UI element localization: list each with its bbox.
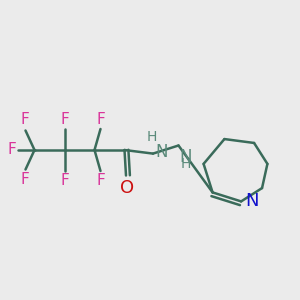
Text: N: N [246, 192, 259, 210]
Text: F: F [20, 172, 29, 188]
Text: N: N [180, 148, 192, 166]
Text: F: F [20, 112, 29, 128]
Text: H: H [181, 157, 191, 171]
Text: F: F [60, 112, 69, 127]
Text: F: F [60, 173, 69, 188]
Text: F: F [97, 112, 106, 127]
Text: N: N [155, 143, 168, 161]
Text: F: F [97, 173, 106, 188]
Text: H: H [146, 130, 157, 144]
Text: F: F [8, 142, 16, 158]
Text: O: O [119, 179, 134, 197]
